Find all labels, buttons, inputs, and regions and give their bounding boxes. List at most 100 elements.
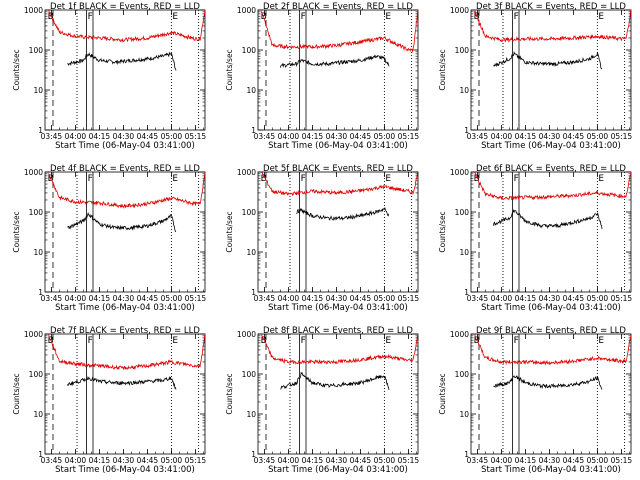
marker-label-E: E (598, 174, 604, 184)
x-tick-label: 04:00 (65, 294, 87, 303)
chart-title: Det 2f BLACK = Events, RED = LLD (263, 2, 413, 12)
x-tick-label: 04:00 (491, 294, 513, 303)
x-tick-label: 04:30 (326, 294, 348, 303)
x-tick-label: 05:15 (611, 456, 633, 465)
series-line-lld (260, 171, 419, 196)
y-axis-label: Counts/sec (225, 49, 234, 90)
x-tick-label: 04:00 (65, 456, 87, 465)
y-axis-label: Counts/sec (225, 211, 234, 252)
x-tick-label: 04:15 (302, 294, 324, 303)
plot-frame (470, 171, 632, 293)
y-axis-label: Counts/sec (12, 49, 21, 90)
x-tick-label: 05:00 (374, 294, 396, 303)
plot-frame (257, 333, 419, 455)
series-line-events (296, 207, 390, 221)
series-line-events (493, 208, 603, 229)
x-tick-label: 04:15 (89, 132, 111, 141)
chart-panel-1: Det 1f BLACK = Events, RED = LLD 1 10 100 10… (12, 2, 206, 151)
x-tick-label: 05:15 (185, 294, 207, 303)
series-line-events (280, 54, 390, 68)
series-line-events (67, 375, 177, 390)
marker-label-B: B (474, 12, 480, 22)
chart-panel-6: Det 6f BLACK = Events, RED = LLD 1 10 100 10… (438, 164, 632, 313)
x-tick-label: 05:15 (611, 294, 633, 303)
x-tick-label: 04:00 (65, 132, 87, 141)
plot-frame (470, 333, 632, 455)
marker-label-B: B (261, 336, 267, 346)
plot-frame (470, 9, 632, 131)
x-tick-label: 03:45 (254, 294, 276, 303)
plot-frame (44, 9, 206, 131)
x-tick-label: 04:30 (539, 456, 561, 465)
x-tick-label: 05:15 (398, 294, 420, 303)
x-tick-label: 04:15 (515, 294, 537, 303)
y-axis-label: Counts/sec (438, 373, 447, 414)
marker-label-F: F (301, 336, 306, 346)
x-tick-label: 04:15 (515, 456, 537, 465)
x-axis-label: Start Time (06-May-04 03:41:00) (55, 141, 195, 151)
chart-title: Det 4f BLACK = Events, RED = LLD (50, 164, 200, 174)
y-tick-label: 1000 (237, 6, 256, 15)
marker-label-E: E (385, 336, 391, 346)
y-tick-label: 10 (246, 86, 256, 95)
x-tick-label: 03:45 (41, 132, 63, 141)
y-tick-label: 1 (251, 450, 256, 459)
marker-label-E: E (172, 174, 178, 184)
x-tick-label: 04:15 (515, 132, 537, 141)
x-tick-label: 04:15 (89, 294, 111, 303)
x-axis-label: Start Time (06-May-04 03:41:00) (268, 141, 408, 151)
marker-label-E: E (172, 12, 178, 22)
chart-panel-8: Det 8f BLACK = Events, RED = LLD 1 10 100 10… (225, 326, 419, 475)
x-tick-label: 04:30 (113, 132, 135, 141)
x-tick-label: 04:30 (326, 456, 348, 465)
y-tick-label: 100 (455, 370, 470, 379)
chart-title: Det 7f BLACK = Events, RED = LLD (50, 326, 200, 336)
series-line-lld (260, 9, 419, 53)
y-tick-label: 10 (459, 410, 469, 419)
series-line-lld (47, 333, 206, 371)
y-tick-label: 10 (33, 248, 43, 257)
marker-label-B: B (474, 336, 480, 346)
x-tick-label: 04:45 (137, 294, 159, 303)
marker-label-B: B (261, 174, 267, 184)
x-tick-label: 04:45 (563, 294, 585, 303)
x-tick-label: 04:45 (137, 132, 159, 141)
x-tick-label: 03:45 (41, 294, 63, 303)
chart-panel-7: Det 7f BLACK = Events, RED = LLD 1 10 100 10… (12, 326, 206, 475)
marker-label-B: B (474, 174, 480, 184)
y-axis-label: Counts/sec (438, 211, 447, 252)
chart-title: Det 1f BLACK = Events, RED = LLD (50, 2, 200, 12)
x-tick-label: 03:45 (467, 294, 489, 303)
y-tick-label: 10 (459, 248, 469, 257)
x-tick-label: 04:30 (539, 132, 561, 141)
x-tick-label: 05:00 (161, 132, 183, 141)
x-tick-label: 03:45 (254, 456, 276, 465)
marker-label-F: F (301, 174, 306, 184)
x-tick-label: 05:00 (161, 294, 183, 303)
series-line-events (67, 51, 177, 71)
x-tick-label: 04:30 (113, 294, 135, 303)
x-axis-label: Start Time (06-May-04 03:41:00) (55, 303, 195, 313)
y-tick-label: 10 (33, 86, 43, 95)
x-tick-label: 04:15 (89, 456, 111, 465)
y-tick-label: 100 (29, 46, 44, 55)
y-tick-label: 100 (242, 370, 257, 379)
x-tick-label: 03:45 (467, 456, 489, 465)
x-tick-label: 05:15 (185, 132, 207, 141)
x-tick-label: 04:15 (302, 456, 324, 465)
marker-label-E: E (385, 12, 391, 22)
x-axis-label: Start Time (06-May-04 03:41:00) (55, 465, 195, 475)
x-axis-label: Start Time (06-May-04 03:41:00) (481, 465, 621, 475)
chart-panel-5: Det 5f BLACK = Events, RED = LLD 1 10 100 10… (225, 164, 419, 313)
x-axis-label: Start Time (06-May-04 03:41:00) (268, 465, 408, 475)
series-line-events (493, 375, 603, 390)
x-tick-label: 04:00 (278, 132, 300, 141)
chart-panel-3: Det 3f BLACK = Events, RED = LLD 1 10 100 10… (438, 2, 632, 151)
x-axis-label: Start Time (06-May-04 03:41:00) (481, 303, 621, 313)
marker-label-F: F (88, 174, 93, 184)
plot-frame (257, 9, 419, 131)
chart-title: Det 5f BLACK = Events, RED = LLD (263, 164, 413, 174)
series-line-events (67, 212, 177, 233)
x-tick-label: 05:15 (398, 132, 420, 141)
plot-frame (44, 171, 206, 293)
